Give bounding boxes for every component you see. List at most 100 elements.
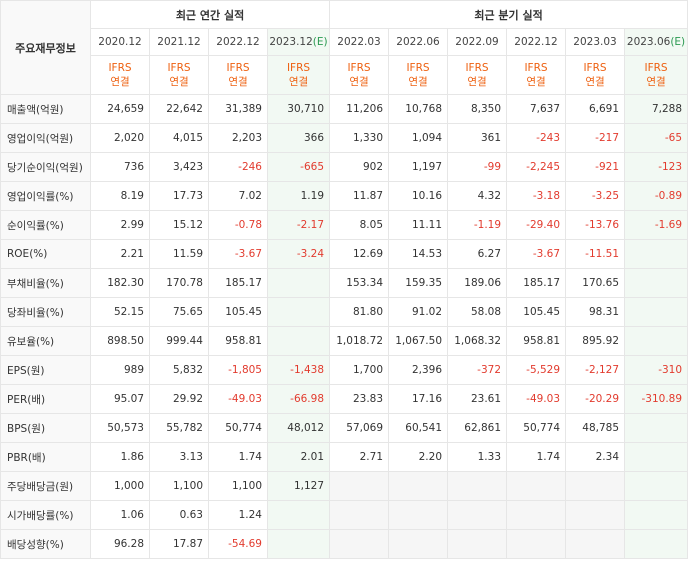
table-cell bbox=[329, 500, 390, 530]
table-cell: 999.44 bbox=[149, 326, 209, 356]
basis-ifrs-label: IFRS bbox=[406, 62, 430, 74]
table-cell: 58.08 bbox=[447, 297, 508, 327]
table-cell: -921 bbox=[565, 152, 626, 182]
basis-ifrs-label: IFRS bbox=[167, 62, 191, 74]
table-cell: 1,100 bbox=[149, 471, 209, 501]
table-cell bbox=[624, 413, 689, 443]
table-row: 배당성향(%) 96.28 17.87 -54.69 bbox=[0, 529, 689, 559]
quarter-period-header: 2023.03 bbox=[565, 28, 626, 56]
table-cell: 1,197 bbox=[388, 152, 449, 182]
basis-ifrs-label: IFRS bbox=[347, 62, 371, 74]
basis-ifrs-label: IFRS bbox=[286, 62, 311, 74]
quarter-basis-header: IFRS 연결 bbox=[329, 55, 390, 95]
table-row: 영업이익(억원) 2,020 4,015 2,203 366 1,330 1,094 361-… bbox=[0, 123, 689, 153]
table-cell: -246 bbox=[208, 152, 268, 182]
quarter-period-header: 2022.06 bbox=[388, 28, 449, 56]
quarter-period-header: 2022.09 bbox=[447, 28, 508, 56]
table-cell: 170.65 bbox=[565, 268, 626, 298]
table-cell: -1,438 bbox=[266, 355, 331, 385]
table-cell: 185.17 bbox=[208, 268, 268, 298]
table-cell bbox=[388, 471, 449, 501]
table-cell: 1.06 bbox=[90, 500, 150, 530]
table-cell: -665 bbox=[266, 152, 331, 182]
table-cell: 182.30 bbox=[90, 268, 150, 298]
annual-period-header: 2021.12 bbox=[149, 28, 209, 56]
annual-period-header: 2020.12 bbox=[90, 28, 150, 56]
table-cell: 98.31 bbox=[565, 297, 626, 327]
table-cell: 958.81 bbox=[208, 326, 268, 356]
table-cell bbox=[266, 326, 331, 356]
table-cell: -310 bbox=[624, 355, 689, 385]
row-label: 영업이익률(%) bbox=[0, 181, 91, 211]
table-cell bbox=[266, 529, 331, 559]
table-cell: 1,700 bbox=[329, 355, 390, 385]
row-label: EPS(원) bbox=[0, 355, 91, 385]
table-cell bbox=[624, 239, 689, 269]
table-cell: 7,637 bbox=[506, 94, 567, 124]
table-cell: 62,861 bbox=[447, 413, 508, 443]
table-cell: 11,206 bbox=[329, 94, 390, 124]
basis-consolidated-label: 연결 bbox=[526, 76, 546, 88]
quarter-basis-header: IFRS 연결 bbox=[506, 55, 567, 95]
basis-ifrs-label: IFRS bbox=[465, 62, 489, 74]
table-cell bbox=[624, 326, 689, 356]
row-label: ROE(%) bbox=[0, 239, 91, 269]
basis-consolidated-label: 연결 bbox=[110, 76, 130, 88]
table-cell: 8.05 bbox=[329, 210, 390, 240]
table-cell: -20.29 bbox=[565, 384, 626, 414]
table-cell: 8.19 bbox=[90, 181, 150, 211]
table-cell: 2,020 bbox=[90, 123, 150, 153]
table-cell: -0.89 bbox=[624, 181, 689, 211]
table-cell: 12.69 bbox=[329, 239, 390, 269]
table-cell: 2.21 bbox=[90, 239, 150, 269]
table-cell: 55,782 bbox=[149, 413, 209, 443]
table-cell: 48,785 bbox=[565, 413, 626, 443]
table-cell: -11.51 bbox=[565, 239, 626, 269]
table-cell: 24,659 bbox=[90, 94, 150, 124]
table-cell: 958.81 bbox=[506, 326, 567, 356]
table-cell: 1.33 bbox=[447, 442, 508, 472]
table-cell: 50,573 bbox=[90, 413, 150, 443]
table-cell bbox=[624, 268, 689, 298]
row-label: 순이익률(%) bbox=[0, 210, 91, 240]
table-cell bbox=[266, 268, 331, 298]
table-cell: 3,423 bbox=[149, 152, 209, 182]
table-row: BPS(원) 50,573 55,782 50,774 48,012 57,069 60,5… bbox=[0, 413, 689, 443]
period-group-header-row: 주요재무정보 최근 연간 실적 최근 분기 실적 bbox=[0, 0, 689, 95]
table-cell: -3.25 bbox=[565, 181, 626, 211]
table-cell: 189.06 bbox=[447, 268, 508, 298]
basis-ifrs-label: IFRS bbox=[108, 62, 132, 74]
table-cell: -1,805 bbox=[208, 355, 268, 385]
period-label: 2023.12 bbox=[269, 36, 313, 48]
row-label: PBR(배) bbox=[0, 442, 91, 472]
table-cell bbox=[447, 471, 508, 501]
table-cell: 15.12 bbox=[149, 210, 209, 240]
table-cell: -66.98 bbox=[266, 384, 331, 414]
table-cell bbox=[447, 500, 508, 530]
table-cell: -0.78 bbox=[208, 210, 268, 240]
annual-period-header: 2023.12(E) bbox=[266, 28, 331, 56]
table-cell bbox=[624, 442, 689, 472]
table-cell: 50,774 bbox=[506, 413, 567, 443]
annual-results-title: 최근 연간 실적 bbox=[89, 0, 331, 29]
table-cell: 1,068.32 bbox=[447, 326, 508, 356]
row-label: 당기순이익(억원) bbox=[0, 152, 91, 182]
table-cell: -3.67 bbox=[208, 239, 268, 269]
table-cell: 1.19 bbox=[266, 181, 331, 211]
table-cell: -13.76 bbox=[565, 210, 626, 240]
basis-consolidated-label: 연결 bbox=[228, 76, 248, 88]
quarter-period-header: 2022.03 bbox=[329, 28, 390, 56]
table-cell: 2,396 bbox=[388, 355, 449, 385]
table-cell: -2,245 bbox=[506, 152, 567, 182]
table-cell: 75.65 bbox=[149, 297, 209, 327]
table-cell: 60,541 bbox=[388, 413, 449, 443]
table-cell bbox=[388, 529, 449, 559]
basis-ifrs-label: IFRS bbox=[226, 62, 250, 74]
table-row: 부채비율(%) 182.30 170.78 185.17 153.34 159.35 189… bbox=[0, 268, 689, 298]
table-cell: -54.69 bbox=[208, 529, 268, 559]
table-cell: -2.17 bbox=[266, 210, 331, 240]
row-label: PER(배) bbox=[0, 384, 91, 414]
table-cell: 8,350 bbox=[447, 94, 508, 124]
table-cell: -2,127 bbox=[565, 355, 626, 385]
